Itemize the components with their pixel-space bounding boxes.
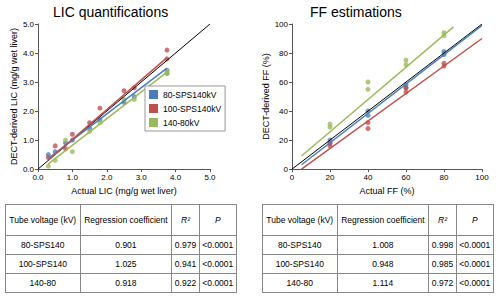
html-text:0.998: 0.998	[431, 240, 454, 250]
html-text:P: P	[472, 215, 478, 225]
svg-text:3.0: 3.0	[23, 78, 35, 87]
html-text:0.941: 0.941	[174, 259, 197, 269]
svg-text:40: 40	[364, 173, 373, 182]
html-text:140-80: 140-80	[29, 278, 56, 288]
html-text:P: P	[215, 215, 221, 225]
html-text:Regression coefficient: Regression coefficient	[84, 215, 168, 225]
html-text:Tube voltage (kV): Tube voltage (kV)	[266, 215, 334, 225]
svg-text:DECT-derived LIC (mg/g wet liv: DECT-derived LIC (mg/g wet liver)	[9, 28, 19, 165]
html-text:<0.0001: <0.0001	[202, 278, 234, 288]
svg-text:2.0: 2.0	[101, 173, 113, 182]
svg-text:20: 20	[279, 136, 288, 145]
svg-text:DECT-derived FF (%): DECT-derived FF (%)	[261, 53, 271, 140]
svg-text:0: 0	[290, 173, 295, 182]
svg-text:0.0: 0.0	[32, 173, 44, 182]
html-text:1.114: 1.114	[372, 278, 394, 288]
svg-text:1.0: 1.0	[23, 136, 35, 145]
html-text:0.948: 0.948	[372, 259, 394, 269]
svg-text:40: 40	[279, 107, 288, 116]
svg-text:100: 100	[275, 20, 289, 29]
html-text:80-SPS140: 80-SPS140	[278, 240, 322, 250]
html-text:140-80: 140-80	[286, 278, 313, 288]
svg-text:100-SPS140kV: 100-SPS140kV	[163, 104, 221, 114]
html-text:0.922: 0.922	[174, 278, 197, 288]
svg-text:4.0: 4.0	[23, 49, 35, 58]
html-text:1.025: 1.025	[115, 259, 137, 269]
svg-text:60: 60	[279, 78, 288, 87]
html-text:0.979: 0.979	[174, 240, 197, 250]
svg-text:80: 80	[440, 173, 449, 182]
html-text:<0.0001: <0.0001	[202, 259, 234, 269]
html-text:100-SPS140: 100-SPS140	[18, 259, 67, 269]
html-text:Tube voltage (kV): Tube voltage (kV)	[9, 215, 77, 225]
svg-text:0.0: 0.0	[22, 164, 34, 174]
svg-text:Actual LIC (mg/g wet liver): Actual LIC (mg/g wet liver)	[71, 186, 177, 196]
svg-text:LIC quantifications: LIC quantifications	[53, 4, 168, 20]
svg-text:140-80kV: 140-80kV	[163, 118, 200, 128]
html-text:<0.0001: <0.0001	[459, 278, 491, 288]
html-text:R²: R²	[181, 215, 190, 225]
html-text:<0.0001: <0.0001	[459, 259, 491, 269]
svg-text:0: 0	[284, 165, 289, 174]
html-text:100-SPS140: 100-SPS140	[275, 259, 324, 269]
svg-text:Actual FF (%): Actual FF (%)	[359, 186, 414, 196]
svg-text:5.0: 5.0	[204, 173, 216, 182]
svg-text:1.0: 1.0	[67, 173, 79, 182]
html-text:Regression coefficient: Regression coefficient	[341, 215, 425, 225]
html-text:<0.0001: <0.0001	[459, 240, 491, 250]
svg-text:2.0: 2.0	[23, 107, 35, 116]
svg-text:5.0: 5.0	[23, 20, 35, 29]
html-text:0.985: 0.985	[431, 259, 454, 269]
svg-text:100: 100	[475, 173, 489, 182]
svg-text:80-SPS140kV: 80-SPS140kV	[163, 90, 217, 100]
svg-text:20: 20	[326, 173, 335, 182]
html-text:0.901: 0.901	[115, 240, 137, 250]
html-text:R²: R²	[438, 215, 447, 225]
svg-text:FF estimations: FF estimations	[310, 4, 402, 20]
svg-text:4.0: 4.0	[170, 173, 182, 182]
svg-text:3.0: 3.0	[136, 173, 148, 182]
html-text:0.918: 0.918	[115, 278, 137, 288]
html-text:0.972: 0.972	[431, 278, 454, 288]
html-text:1.008: 1.008	[372, 240, 394, 250]
html-text:80-SPS140: 80-SPS140	[21, 240, 65, 250]
html-text:<0.0001: <0.0001	[202, 240, 234, 250]
svg-text:80: 80	[279, 49, 288, 58]
svg-text:60: 60	[402, 173, 411, 182]
